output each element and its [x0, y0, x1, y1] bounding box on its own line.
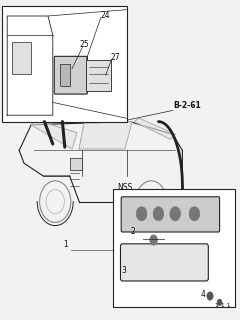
FancyBboxPatch shape [86, 60, 111, 91]
Text: B-2-61: B-2-61 [173, 101, 201, 110]
Text: 27: 27 [110, 53, 120, 62]
Polygon shape [134, 118, 175, 139]
Text: 1 1 1: 1 1 1 [215, 303, 230, 308]
Text: 24: 24 [101, 11, 110, 20]
Circle shape [217, 299, 222, 306]
Text: 1: 1 [64, 240, 68, 249]
FancyBboxPatch shape [121, 197, 220, 232]
Bar [70, 158, 82, 170]
Bar [60, 64, 70, 86]
Text: 25: 25 [79, 40, 89, 49]
Text: 3: 3 [121, 266, 126, 275]
Circle shape [207, 292, 213, 300]
FancyBboxPatch shape [120, 244, 208, 281]
Circle shape [189, 207, 200, 221]
Text: NSS: NSS [118, 183, 133, 192]
Polygon shape [79, 122, 132, 149]
Circle shape [150, 235, 157, 245]
Text: 4: 4 [200, 290, 205, 299]
Text: 2: 2 [131, 228, 136, 236]
Circle shape [136, 207, 147, 221]
Circle shape [153, 207, 164, 221]
Circle shape [170, 207, 180, 221]
Polygon shape [31, 120, 77, 149]
FancyBboxPatch shape [2, 6, 127, 122]
Bar [12, 42, 31, 74]
FancyBboxPatch shape [113, 189, 235, 307]
FancyBboxPatch shape [54, 56, 87, 94]
